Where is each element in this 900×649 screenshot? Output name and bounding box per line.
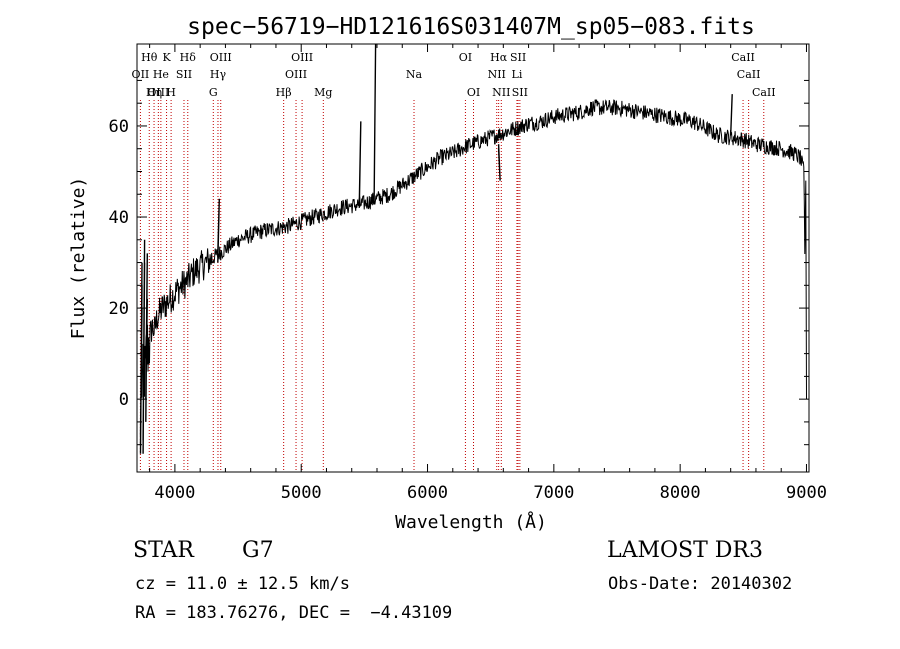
line-label-15: Mg	[314, 86, 332, 99]
line-label-23: Li	[512, 68, 523, 81]
line-label-2: OIII	[147, 86, 169, 99]
x-tick-label: 4000	[154, 483, 195, 503]
line-label-17: OI	[459, 51, 472, 64]
survey-name: LAMOST DR3	[607, 538, 763, 563]
spectrum-line	[140, 99, 807, 400]
chart-title: spec−56719−HD121616S031407M_sp05−083.fit…	[187, 14, 755, 40]
line-label-1: OII	[132, 68, 150, 81]
y-tick-label: 40	[109, 208, 129, 228]
spectrum-spike-5	[373, 43, 377, 204]
coordinates: RA = 183.76276, DEC = −4.43109	[135, 603, 453, 623]
x-axis: 4000 5000 6000 7000 8000 9000	[149, 44, 827, 503]
line-label-8: Hδ	[180, 51, 197, 64]
spectrum-spike-7	[730, 94, 733, 136]
line-label-26: CaII	[737, 68, 761, 81]
x-tick-label: 6000	[407, 483, 448, 503]
line-label-19: Hα	[490, 51, 508, 64]
line-label-7: H	[166, 86, 176, 99]
line-label-5: K	[162, 51, 171, 64]
x-tick-label: 7000	[533, 483, 574, 503]
line-label-6: SII	[176, 68, 192, 81]
line-label-20: NII	[488, 68, 506, 81]
line-label-14: OIII	[291, 51, 313, 64]
line-label-21: NII	[492, 86, 510, 99]
spectrum-spike-2	[145, 253, 148, 422]
line-label-24: SII	[512, 86, 528, 99]
emission-line-markers	[139, 100, 765, 472]
y-tick-label: 60	[109, 117, 129, 137]
y-axis-label: Flux (relative)	[68, 177, 89, 340]
line-label-13: OIII	[285, 68, 307, 81]
line-label-3: He	[153, 68, 169, 81]
spectrum-series	[139, 43, 807, 454]
line-label-11: G	[209, 86, 218, 99]
spectrum-spike-0	[139, 262, 143, 454]
spectrum-spike-3	[217, 198, 220, 263]
line-label-27: CaII	[752, 86, 776, 99]
line-label-25: CaII	[731, 51, 755, 64]
obs-date: Obs-Date: 20140302	[608, 574, 793, 594]
x-tick-label: 5000	[281, 483, 322, 503]
plot-frame	[136, 43, 810, 473]
subclass: G7	[242, 538, 274, 563]
y-tick-label: 0	[119, 390, 129, 410]
line-label-0: Hθ	[141, 51, 158, 64]
y-axis: 0 20 40 60	[109, 79, 809, 446]
x-tick-label: 8000	[660, 483, 701, 503]
spectrum-spike-6	[497, 144, 501, 181]
object-class: STAR	[133, 538, 194, 563]
line-label-12: Hβ	[276, 86, 292, 99]
line-label-4: Hη	[146, 86, 162, 99]
line-label-9: OIII	[210, 51, 232, 64]
line-label-16: Na	[406, 68, 423, 81]
spectrum-spike-4	[358, 121, 362, 208]
y-tick-label: 20	[109, 299, 129, 319]
line-label-18: OI	[467, 86, 480, 99]
line-label-10: Hγ	[210, 68, 227, 81]
spectrum-spike-1	[142, 239, 146, 454]
line-label-22: SII	[510, 51, 526, 64]
x-tick-label: 9000	[786, 483, 827, 503]
redshift-cz: cz = 11.0 ± 12.5 km/s	[135, 574, 350, 594]
x-axis-label: Wavelength (Å)	[395, 511, 547, 533]
